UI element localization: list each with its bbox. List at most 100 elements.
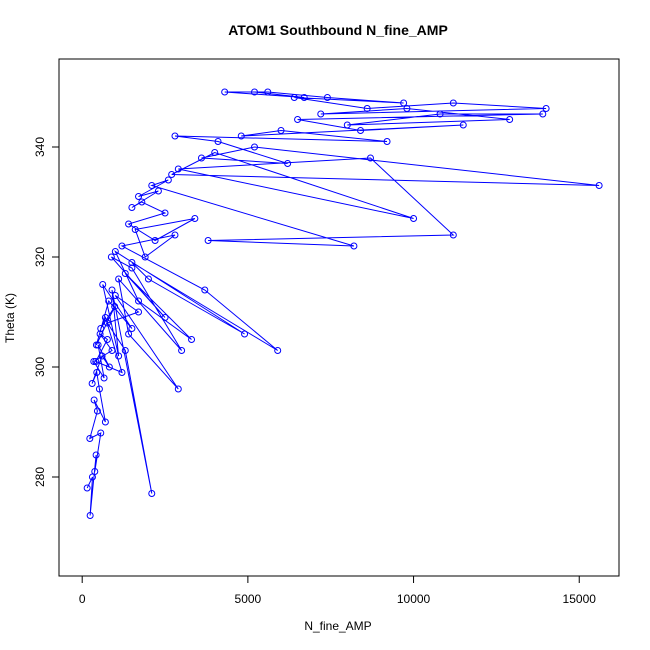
y-axis: 280 300 320 340 <box>33 137 60 487</box>
data-point <box>357 127 365 134</box>
data-point <box>154 187 162 195</box>
data-point <box>88 380 96 387</box>
data-point <box>103 336 111 343</box>
data-point <box>241 330 249 338</box>
data-point <box>436 110 444 118</box>
data-point <box>317 110 325 118</box>
data-point <box>350 242 358 250</box>
data-point <box>111 248 119 255</box>
data-point <box>83 484 91 492</box>
data-point <box>284 160 292 167</box>
y-tick-label: 300 <box>33 357 47 377</box>
data-point <box>214 138 222 145</box>
data-point <box>542 105 550 112</box>
data-point <box>161 314 169 321</box>
data-point <box>97 325 105 332</box>
data-point <box>100 374 108 382</box>
data-point <box>363 105 371 112</box>
data-point <box>383 138 391 145</box>
data-point <box>178 347 186 354</box>
x-axis-label: N_fine_AMP <box>304 619 371 633</box>
data-point <box>121 270 129 277</box>
data-point <box>148 490 156 497</box>
data-point <box>161 209 169 217</box>
data-point <box>90 358 98 365</box>
data-point <box>595 182 603 189</box>
data-point <box>98 352 106 360</box>
series-line <box>86 91 600 516</box>
data-point <box>105 363 113 371</box>
data-point <box>128 259 136 266</box>
data-point <box>99 281 107 288</box>
data-point <box>148 182 156 189</box>
chart-title: ATOM1 Southbound N_fine_AMP <box>228 22 448 38</box>
data-point <box>103 319 111 327</box>
data-point <box>86 512 94 519</box>
data-point <box>105 297 113 305</box>
data-point <box>174 385 182 393</box>
data-point <box>294 116 302 123</box>
data-point <box>188 336 196 343</box>
x-tick-label: 0 <box>79 592 86 606</box>
data-point <box>118 369 126 376</box>
x-tick-label: 5000 <box>235 592 262 606</box>
data-point <box>151 237 159 244</box>
data-point <box>171 231 179 239</box>
data-point <box>101 418 109 426</box>
data-point <box>277 127 285 134</box>
data-point <box>131 226 139 233</box>
data-point <box>251 143 259 151</box>
data-point <box>135 193 143 200</box>
data-point <box>506 116 514 123</box>
data-point <box>211 149 219 156</box>
data-point <box>221 88 229 96</box>
data-point <box>197 154 205 162</box>
data-point <box>97 429 105 437</box>
data-point <box>135 297 143 305</box>
data-point <box>92 341 100 349</box>
x-axis: 0 5000 10000 15000 <box>79 575 597 606</box>
data-point <box>86 435 94 442</box>
data-point <box>237 132 245 140</box>
x-tick-label: 15000 <box>563 592 597 606</box>
x-tick-label: 10000 <box>397 592 431 606</box>
data-point <box>93 407 101 415</box>
data-point <box>290 94 298 101</box>
data-point <box>111 292 119 299</box>
data-point <box>459 121 467 129</box>
data-point <box>343 121 351 129</box>
data-point <box>539 110 547 118</box>
data-point <box>135 308 143 316</box>
data-point <box>115 275 123 283</box>
data-point <box>274 347 282 354</box>
data-point <box>174 165 182 173</box>
data-point <box>125 330 133 338</box>
data-point <box>323 94 331 101</box>
data-point <box>168 171 176 178</box>
data-point <box>95 385 103 393</box>
data-point <box>171 132 179 140</box>
data-point <box>118 242 126 250</box>
data-point <box>204 237 212 244</box>
data-point <box>449 99 457 107</box>
data-point <box>251 88 259 96</box>
data-point <box>141 253 149 261</box>
data-point <box>92 451 100 459</box>
data-point <box>125 220 133 228</box>
data-point <box>91 468 99 475</box>
data-point <box>201 286 209 294</box>
y-axis-label: Theta (K) <box>3 293 17 343</box>
data-point <box>403 105 411 112</box>
data-point <box>264 88 272 96</box>
y-tick-label: 280 <box>33 467 47 487</box>
data-point <box>115 352 123 360</box>
data-point <box>410 215 418 222</box>
data-point <box>400 99 408 107</box>
data-point <box>93 369 101 376</box>
data-point <box>92 358 100 365</box>
y-tick-label: 320 <box>33 247 47 267</box>
data-point <box>366 154 374 162</box>
data-point <box>90 396 98 404</box>
data-point <box>138 198 146 206</box>
